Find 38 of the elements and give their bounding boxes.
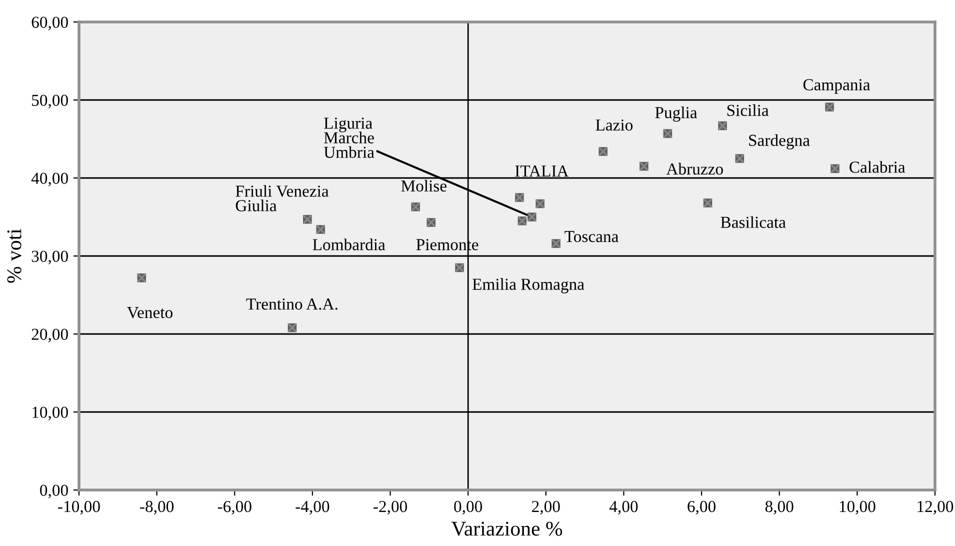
- y-tick-label: 40,00: [31, 172, 68, 186]
- annotation: Emilia Romagna: [472, 278, 584, 294]
- x-tick-label: -8,00: [140, 500, 174, 515]
- x-tick-label: 4,00: [609, 500, 638, 515]
- y-axis-title: % voti: [7, 228, 22, 283]
- y-tick-label: 0,00: [40, 484, 68, 498]
- y-tick-label: 30,00: [32, 250, 68, 264]
- x-tick-label: 6,00: [688, 500, 716, 515]
- annotation: Molise: [401, 180, 446, 192]
- annotation: Sicilia: [727, 104, 769, 116]
- x-tick-label: 0,00: [454, 500, 482, 515]
- x-tick-label: 12,00: [918, 500, 954, 515]
- x-tick-label: 8,00: [765, 500, 794, 515]
- y-tick-label: 20,00: [32, 328, 68, 342]
- x-tick-label: -4,00: [296, 500, 330, 515]
- annotation: Friuli Venezia Giulia: [236, 185, 329, 212]
- annotation: Veneto: [127, 307, 172, 318]
- annotation: Campania: [803, 79, 870, 94]
- annotation: Calabria: [850, 161, 906, 173]
- annotation: Lazio: [596, 119, 633, 131]
- annotation: Puglia: [655, 106, 698, 122]
- annotation: Lombardia: [312, 238, 386, 250]
- x-tick-label: 2,00: [532, 500, 560, 515]
- y-tick-label: 50,00: [32, 94, 68, 108]
- x-tick-label: -6,00: [218, 500, 252, 515]
- x-tick-label: -10,00: [58, 500, 100, 515]
- y-tick-label: 10,00: [32, 406, 68, 420]
- annotation: Sardegna: [749, 134, 810, 150]
- x-axis-title: Variazione %: [451, 522, 562, 536]
- annotation: Toscana: [564, 231, 618, 242]
- annotation: Abruzzo: [666, 162, 723, 175]
- annotation: Liguria Marche Umbria: [324, 118, 374, 158]
- annotation: Trentino A.A.: [246, 298, 338, 310]
- annotation: ITALIA: [515, 166, 569, 177]
- y-tick-label: 60,00: [32, 16, 68, 30]
- x-tick-label: 10,00: [840, 500, 876, 515]
- annotation: Basilicata: [720, 216, 786, 228]
- x-tick-label: -2,00: [374, 500, 407, 515]
